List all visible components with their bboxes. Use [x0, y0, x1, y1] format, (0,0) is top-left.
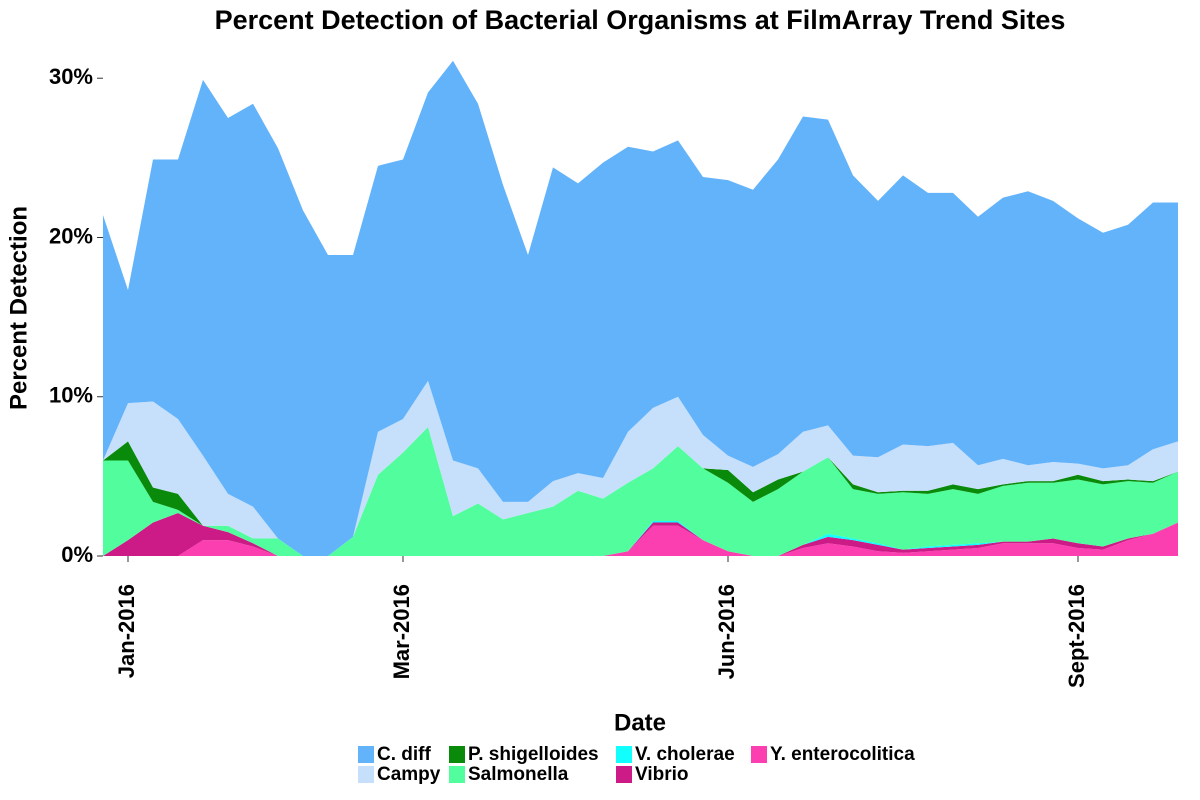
- y-tick-label: 20%: [49, 223, 93, 248]
- area: [103, 60, 1178, 556]
- y-tick-label: 0%: [61, 542, 93, 567]
- area: [103, 427, 1178, 556]
- x-tick-label: Sept-2016: [1064, 584, 1089, 688]
- legend-swatch: [449, 766, 465, 783]
- x-axis-label: Date: [614, 709, 666, 736]
- area: [103, 380, 1178, 556]
- area: [103, 522, 1178, 556]
- y-tick-label: 30%: [49, 64, 93, 89]
- y-axis-label: Percent Detection: [5, 206, 32, 410]
- legend-swatch: [449, 746, 465, 763]
- legend-swatch: [358, 746, 374, 763]
- x-tick-label: Jun-2016: [714, 584, 739, 679]
- x-tick-label: Jan-2016: [114, 584, 139, 678]
- legend-swatch: [751, 746, 767, 763]
- legend-label: V. cholerae: [635, 744, 735, 765]
- legend-label: C. diff: [377, 744, 431, 765]
- legend-swatch: [616, 766, 632, 783]
- legend-label: Y. enterocolitica: [770, 744, 915, 765]
- legend-swatch: [616, 746, 632, 763]
- legend-label: P. shigelloides: [468, 744, 599, 765]
- y-tick-label: 10%: [49, 383, 93, 408]
- legend-label: Salmonella: [468, 764, 569, 785]
- legend-label: Vibrio: [635, 764, 689, 785]
- legend-label: Campy: [377, 764, 441, 785]
- legend-swatch: [358, 766, 374, 783]
- chart-title: Percent Detection of Bacterial Organisms…: [215, 5, 1066, 35]
- x-tick-label: Mar-2016: [389, 584, 414, 679]
